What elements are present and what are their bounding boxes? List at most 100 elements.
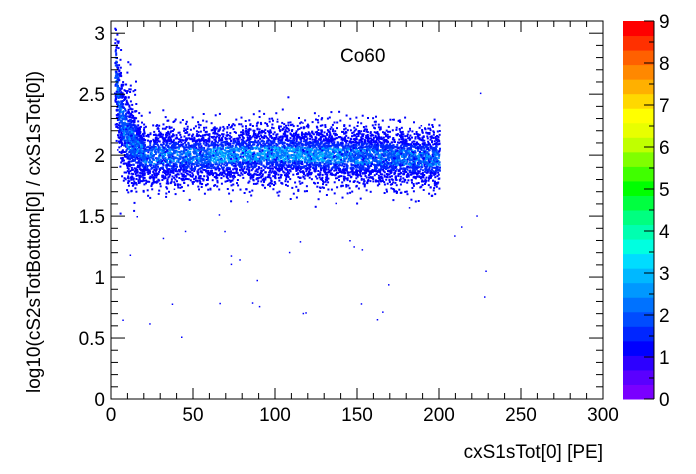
data-point <box>115 123 118 125</box>
data-point <box>245 168 248 171</box>
data-point <box>158 162 161 165</box>
data-point <box>317 198 320 201</box>
data-point <box>168 164 171 167</box>
data-point <box>177 186 180 189</box>
data-point <box>397 174 400 177</box>
data-point <box>215 174 218 177</box>
data-point <box>341 181 344 184</box>
data-point <box>118 79 121 82</box>
data-point <box>421 138 424 141</box>
data-point <box>280 164 283 166</box>
data-point <box>114 76 117 79</box>
data-point <box>192 180 195 183</box>
data-point <box>423 139 426 142</box>
data-point <box>240 148 242 151</box>
data-point <box>132 152 135 155</box>
data-point <box>286 130 289 133</box>
data-point <box>230 153 233 156</box>
data-point <box>276 120 279 123</box>
data-point <box>256 122 259 125</box>
data-point <box>298 149 301 152</box>
data-point <box>355 177 358 180</box>
data-point <box>311 131 314 134</box>
data-point <box>339 155 342 158</box>
data-point <box>356 180 359 183</box>
data-point <box>222 133 225 136</box>
data-point <box>298 117 300 119</box>
data-point <box>133 134 136 137</box>
data-point <box>204 144 207 147</box>
data-point <box>218 134 220 137</box>
data-point <box>161 179 164 181</box>
data-point <box>335 137 338 140</box>
data-point <box>367 137 370 140</box>
data-point <box>177 147 180 150</box>
data-point <box>320 169 323 172</box>
data-point <box>140 161 143 164</box>
data-point <box>178 150 181 153</box>
data-point <box>246 139 249 141</box>
data-point <box>304 167 307 170</box>
data-point <box>131 129 134 132</box>
data-point <box>404 138 407 141</box>
data-point <box>263 179 266 182</box>
data-point <box>275 146 278 149</box>
data-point <box>157 145 160 148</box>
data-point <box>218 139 221 142</box>
data-point <box>400 151 403 154</box>
data-point <box>410 198 413 201</box>
data-point <box>289 137 292 140</box>
data-point <box>289 150 292 152</box>
data-point <box>362 148 364 151</box>
data-point <box>253 152 256 155</box>
data-point <box>347 136 350 139</box>
data-point <box>167 146 170 149</box>
data-point <box>241 161 244 164</box>
data-point <box>432 170 435 173</box>
data-point <box>313 160 316 163</box>
data-point <box>407 165 409 168</box>
data-point <box>232 138 235 141</box>
data-point <box>343 170 346 173</box>
data-point <box>184 177 187 180</box>
data-point <box>267 158 270 161</box>
data-point <box>387 135 389 138</box>
data-point <box>327 164 330 167</box>
data-point <box>276 169 279 172</box>
data-point <box>381 156 384 159</box>
data-point <box>235 160 238 163</box>
data-point <box>125 149 128 152</box>
data-point <box>126 164 128 167</box>
data-point <box>198 167 201 170</box>
data-point <box>184 129 187 132</box>
data-point <box>188 144 191 147</box>
data-point <box>297 133 300 136</box>
data-point <box>431 148 434 151</box>
data-point <box>211 179 214 182</box>
data-point <box>125 143 128 146</box>
data-point <box>345 114 348 117</box>
data-point <box>313 181 315 184</box>
data-point <box>215 148 218 151</box>
data-point <box>289 132 292 135</box>
data-point <box>211 157 214 160</box>
data-point <box>284 129 287 132</box>
data-point <box>194 145 197 148</box>
data-point <box>375 158 378 161</box>
data-point <box>130 139 132 142</box>
data-point <box>325 183 328 186</box>
data-point <box>171 155 174 158</box>
data-point <box>255 173 258 176</box>
data-point <box>415 131 418 133</box>
data-point <box>346 164 349 167</box>
data-point <box>190 169 193 172</box>
data-point <box>150 185 153 188</box>
data-point <box>303 190 306 193</box>
data-point <box>117 91 120 94</box>
data-point <box>306 137 309 140</box>
data-point <box>214 163 217 166</box>
data-point <box>433 170 436 173</box>
data-point <box>363 160 366 163</box>
data-point <box>270 152 273 155</box>
data-point <box>323 131 326 134</box>
